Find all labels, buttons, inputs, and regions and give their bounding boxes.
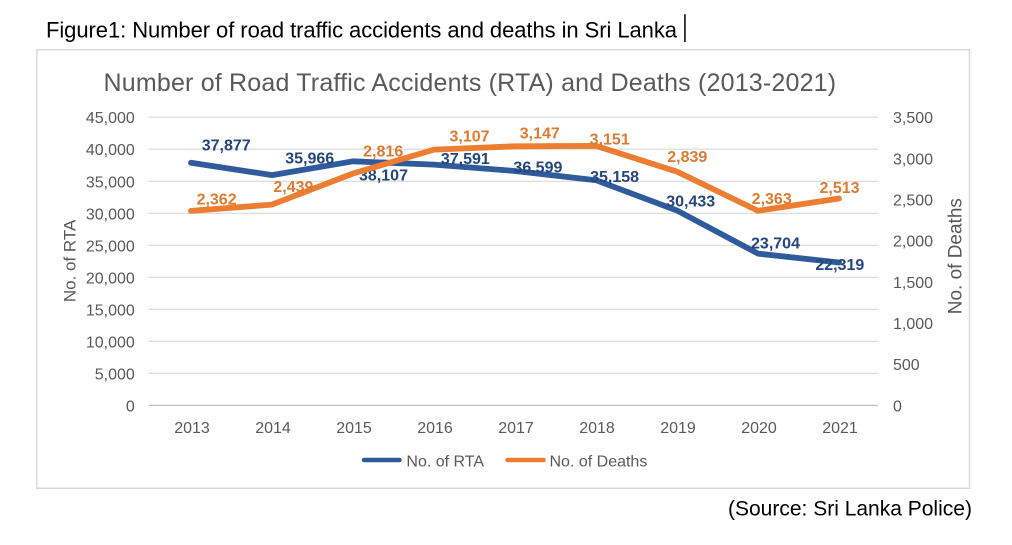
svg-text:3,107: 3,107: [449, 129, 489, 146]
svg-text:2020: 2020: [741, 420, 777, 437]
svg-text:2,513: 2,513: [819, 180, 859, 197]
svg-text:2017: 2017: [498, 420, 534, 437]
svg-text:2,363: 2,363: [752, 191, 792, 208]
svg-text:1,000: 1,000: [893, 316, 933, 333]
svg-text:2,000: 2,000: [893, 234, 933, 251]
svg-text:500: 500: [893, 357, 920, 374]
svg-text:2,439: 2,439: [273, 179, 313, 196]
svg-text:37,877: 37,877: [202, 138, 251, 155]
svg-text:30,000: 30,000: [86, 206, 135, 223]
svg-text:37,591: 37,591: [441, 151, 490, 168]
svg-text:35,966: 35,966: [285, 150, 334, 167]
svg-text:2018: 2018: [579, 420, 615, 437]
svg-text:40,000: 40,000: [86, 142, 135, 159]
svg-text:2021: 2021: [822, 420, 858, 437]
svg-text:30,433: 30,433: [666, 194, 715, 211]
svg-text:2019: 2019: [660, 420, 696, 437]
svg-text:1,500: 1,500: [893, 275, 933, 292]
svg-text:0: 0: [126, 398, 135, 415]
svg-text:25,000: 25,000: [86, 238, 135, 255]
svg-text:5,000: 5,000: [95, 366, 135, 383]
svg-text:2014: 2014: [255, 420, 291, 437]
svg-text:20,000: 20,000: [86, 270, 135, 287]
svg-text:(Source: Sri Lanka Police): (Source: Sri Lanka Police): [728, 498, 972, 521]
svg-text:No. of RTA: No. of RTA: [406, 453, 484, 470]
svg-text:38,107: 38,107: [359, 168, 408, 185]
svg-text:45,000: 45,000: [86, 110, 135, 127]
svg-text:2,362: 2,362: [197, 191, 237, 208]
svg-text:Number of Road Traffic Acciden: Number of Road Traffic Accidents (RTA) a…: [104, 69, 837, 97]
svg-text:10,000: 10,000: [86, 334, 135, 351]
svg-text:3,000: 3,000: [893, 151, 933, 168]
svg-text:35,158: 35,158: [590, 169, 639, 186]
svg-text:36,599: 36,599: [513, 160, 562, 177]
svg-text:2,816: 2,816: [363, 144, 403, 161]
svg-text:2,500: 2,500: [893, 193, 933, 210]
svg-text:22,319: 22,319: [815, 257, 864, 274]
svg-text:3,151: 3,151: [590, 132, 630, 149]
svg-text:3,147: 3,147: [520, 126, 560, 143]
svg-text:0: 0: [893, 398, 902, 415]
svg-text:23,704: 23,704: [751, 236, 800, 253]
svg-text:3,500: 3,500: [893, 110, 933, 127]
svg-text:No. of RTA: No. of RTA: [61, 219, 80, 302]
svg-text:2,839: 2,839: [667, 149, 707, 166]
svg-text:35,000: 35,000: [86, 174, 135, 191]
svg-text:15,000: 15,000: [86, 302, 135, 319]
svg-text:No. of Deaths: No. of Deaths: [550, 453, 648, 470]
svg-text:2016: 2016: [417, 420, 453, 437]
svg-text:2013: 2013: [174, 420, 210, 437]
svg-text:Figure1: Number of road traffi: Figure1: Number of road traffic accident…: [46, 18, 678, 43]
svg-text:No. of Deaths: No. of Deaths: [946, 198, 967, 314]
svg-text:2015: 2015: [336, 420, 372, 437]
